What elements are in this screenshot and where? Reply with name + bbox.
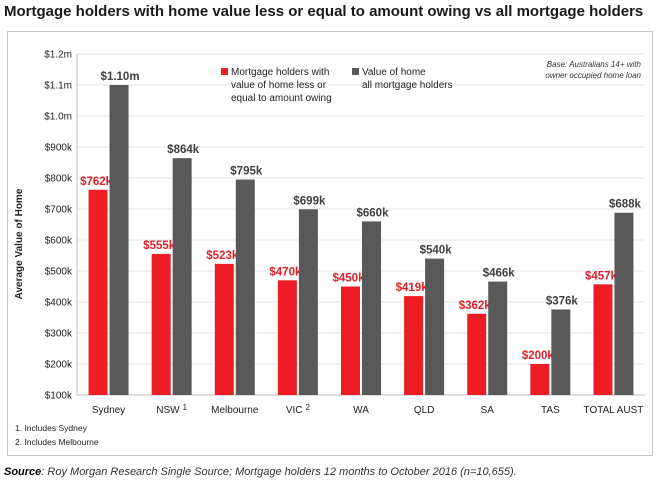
data-label: $466k xyxy=(483,268,516,280)
source-note: Source: Roy Morgan Research Single Sourc… xyxy=(4,466,517,478)
legend-label-gray-1: Value of home xyxy=(362,67,426,78)
source-label: Source xyxy=(4,466,42,478)
x-category-label: VIC 2 xyxy=(286,403,311,416)
y-tick-label: $1.1m xyxy=(44,81,72,92)
y-axis-label: Average Value of Home xyxy=(14,188,25,299)
x-category-name: VIC xyxy=(286,405,303,416)
x-category-label: NSW 1 xyxy=(156,403,187,416)
x-category-name: SA xyxy=(481,405,495,416)
bar-all-holders xyxy=(425,258,445,395)
x-category-name: NSW xyxy=(156,405,180,416)
data-label: $450k xyxy=(333,273,366,285)
data-label: $688k xyxy=(609,199,642,211)
y-tick-label: $500k xyxy=(45,267,73,278)
data-label: $555k xyxy=(143,240,176,252)
chart-title: Mortgage holders with home value less or… xyxy=(4,3,644,20)
bar-all-holders xyxy=(362,221,381,395)
x-category-superscript: 1 xyxy=(183,403,188,412)
y-tick-label: $900k xyxy=(45,143,73,154)
base-note-line-1: Base: Australians 14+ with xyxy=(547,60,642,69)
footnote-2: 2. Includes Melbourne xyxy=(15,437,99,447)
data-label: $540k xyxy=(420,245,453,257)
bar-all-holders xyxy=(172,158,192,395)
y-tick-label: $300k xyxy=(45,329,73,340)
data-label: $864k xyxy=(167,144,200,156)
data-label: $362k xyxy=(459,300,492,312)
y-tick-label: $1.0m xyxy=(44,112,72,123)
y-tick-label: $100k xyxy=(45,391,73,402)
data-label: $200k xyxy=(522,350,555,362)
data-label: $470k xyxy=(269,266,302,278)
legend-label-red-2: value of home less or xyxy=(231,80,327,91)
y-tick-label: $1.2m xyxy=(44,50,72,61)
bar-all-holders xyxy=(488,281,508,395)
bar-underwater xyxy=(341,286,360,395)
x-category-superscript: 2 xyxy=(305,403,310,412)
bar-underwater xyxy=(151,253,171,395)
data-label: $1.10m xyxy=(101,71,140,83)
legend-label-red-3: equal to amount owing xyxy=(231,93,332,104)
gridlines xyxy=(77,53,645,365)
x-category-label: Sydney xyxy=(92,405,125,416)
data-label: $523k xyxy=(206,250,239,262)
bar-underwater xyxy=(277,280,297,395)
bars: $762k $1.10m $555k $864k $523k $795k $470k $699… xyxy=(80,71,642,395)
bar-underwater xyxy=(530,364,550,395)
bar-underwater xyxy=(467,313,487,395)
legend-label-red-1: Mortgage holders with xyxy=(231,67,329,78)
x-category-label: SA xyxy=(481,405,495,416)
footnote-1: 1. Includes Sydney xyxy=(15,423,88,433)
bar-all-holders xyxy=(551,309,571,395)
bar-all-holders xyxy=(109,85,129,395)
data-label: $457k xyxy=(585,270,618,282)
data-label: $376k xyxy=(546,295,579,307)
x-category-name: Melbourne xyxy=(211,405,259,416)
data-label: $419k xyxy=(396,282,429,294)
bar-all-holders xyxy=(614,212,634,395)
x-category-label: Melbourne xyxy=(211,405,259,416)
legend: Mortgage holders with value of home less… xyxy=(221,67,453,104)
legend-swatch-red xyxy=(221,68,228,75)
x-category-label: WA xyxy=(353,405,369,416)
y-tick-label: $400k xyxy=(45,298,73,309)
data-label: $795k xyxy=(230,166,263,178)
x-category-label: TAS xyxy=(541,405,560,416)
y-tick-label: $700k xyxy=(45,205,73,216)
x-axis-categories: Sydney NSW 1 Melbourne VIC 2 WA QLD SA TAS TOTAL A… xyxy=(92,403,643,416)
base-note-line-2: owner occupied home loan xyxy=(545,71,641,80)
data-label: $762k xyxy=(80,176,113,188)
base-note: Base: Australians 14+ with owner occupie… xyxy=(545,60,641,80)
data-label: $660k xyxy=(357,207,390,219)
x-category-name: TOTAL AUST xyxy=(584,405,644,416)
legend-label-gray-2: all mortgage holders xyxy=(362,80,453,91)
x-category-name: Sydney xyxy=(92,405,125,416)
y-tick-label: $600k xyxy=(45,236,73,247)
bar-underwater xyxy=(214,263,234,395)
bar-underwater xyxy=(88,189,108,395)
y-tick-label: $800k xyxy=(45,174,73,185)
data-label: $699k xyxy=(293,195,326,207)
bar-underwater xyxy=(404,296,424,395)
x-category-label: QLD xyxy=(414,405,435,416)
footnotes: 1. Includes Sydney 2. Includes Melbourne xyxy=(15,423,99,447)
x-category-name: QLD xyxy=(414,405,435,416)
x-category-label: TOTAL AUST xyxy=(584,405,644,416)
bar-all-holders xyxy=(235,179,255,395)
x-category-name: WA xyxy=(353,405,369,416)
bar-all-holders xyxy=(298,209,318,395)
y-axis-ticks: $100k $200k $300k $400k $500k $600k $700k $800k… xyxy=(44,50,73,402)
x-category-name: TAS xyxy=(541,405,560,416)
y-tick-label: $200k xyxy=(45,360,73,371)
bar-underwater xyxy=(593,284,613,395)
source-text: : Roy Morgan Research Single Source; Mor… xyxy=(41,466,517,478)
legend-swatch-gray xyxy=(352,68,359,75)
